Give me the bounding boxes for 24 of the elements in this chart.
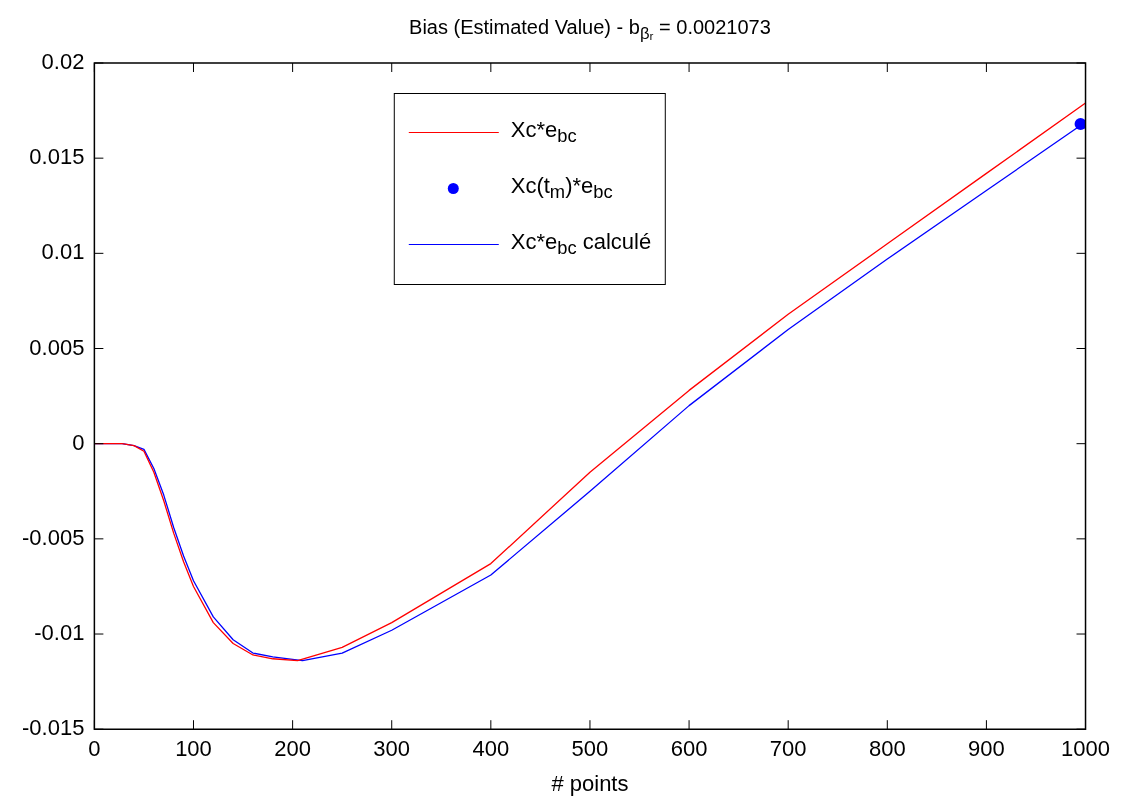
legend-label: Xc*e$_{bc}$ calculé xyxy=(510,228,652,260)
y-tick-label: 0.005 xyxy=(29,334,85,360)
legend-label: Xc*e$_{bc}$ xyxy=(510,116,577,148)
x-tick-label: 100 xyxy=(175,736,212,762)
x-tick-label: 600 xyxy=(670,736,708,762)
y-tick-label: 0.01 xyxy=(41,239,85,265)
y-tick-label: -0.015 xyxy=(21,715,85,741)
x-axis-title: # points xyxy=(551,770,629,796)
legend-label: Xc(t$_{m}$)*e$_{bc}$ xyxy=(510,172,613,204)
x-tick-label: 700 xyxy=(769,736,807,762)
y-tick-label: 0.02 xyxy=(41,49,85,75)
x-tick-label: 500 xyxy=(571,736,609,762)
x-tick-label: 800 xyxy=(868,736,906,762)
x-tick-label: 900 xyxy=(968,736,1005,762)
x-tick-label: 400 xyxy=(472,736,510,762)
x-tick-label: 1000 xyxy=(1061,736,1111,762)
y-tick-label: -0.01 xyxy=(34,620,85,646)
x-tick-label: 300 xyxy=(373,736,411,762)
y-tick-label: 0 xyxy=(72,429,85,455)
x-tick-label: 200 xyxy=(274,736,311,762)
y-tick-label: 0.015 xyxy=(29,144,85,170)
x-tick-label: 0 xyxy=(88,736,101,762)
y-tick-label: -0.005 xyxy=(21,524,85,550)
chart-title: Bias (Estimated Value) - b$_{βᵣ}$ = 0.0021073 xyxy=(408,16,772,44)
